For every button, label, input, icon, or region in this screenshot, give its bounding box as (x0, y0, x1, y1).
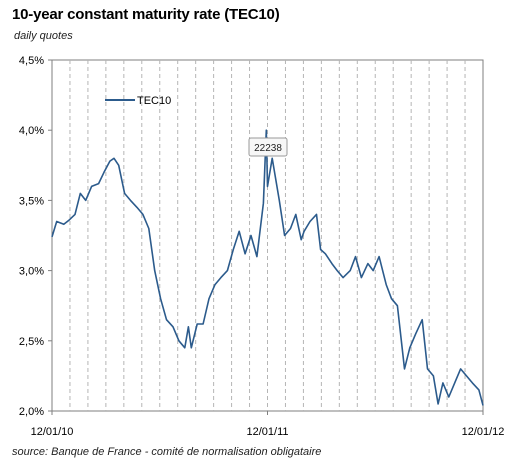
x-tick-label: 12/01/12 (462, 426, 505, 438)
y-tick-label: 2,5% (19, 336, 44, 348)
y-tick-label: 2,0% (19, 406, 44, 418)
x-tick-label: 12/01/10 (31, 426, 74, 438)
legend: TEC10 (105, 95, 171, 107)
y-tick-label: 4,5% (19, 55, 44, 67)
y-tick-label: 4,0% (19, 125, 44, 137)
chart-title: 10-year constant maturity rate (TEC10) (12, 6, 280, 23)
chart-subtitle: daily quotes (14, 30, 73, 42)
y-tick-label: 3,5% (19, 195, 44, 207)
chart-source: source: Banque de France - comité de nor… (12, 446, 322, 458)
tooltip: 22238 (248, 137, 288, 157)
legend-label: TEC10 (137, 95, 171, 107)
x-tick-label: 12/01/11 (246, 426, 288, 438)
tooltip-box (248, 137, 288, 157)
tooltip-text: 22238 (254, 143, 282, 154)
series-line-tec10 (51, 129, 484, 406)
y-tick-label: 3,0% (19, 266, 44, 278)
